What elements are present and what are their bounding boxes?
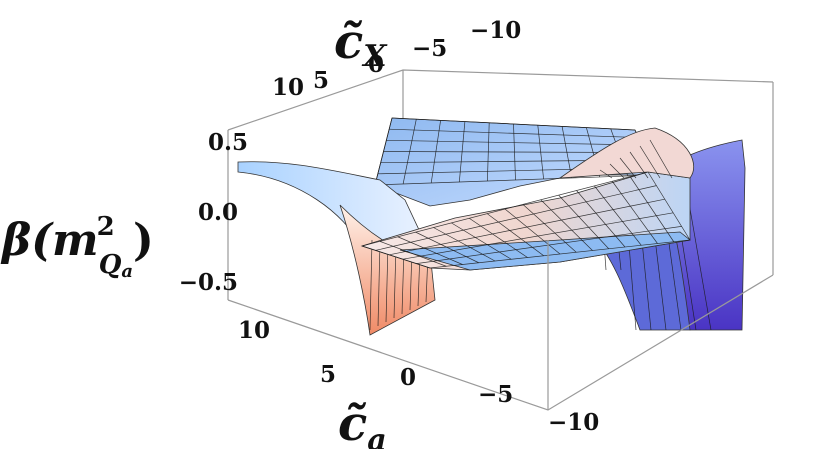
z-axis-label-func: β(m <box>0 215 99 266</box>
surface-gridline <box>415 231 479 264</box>
surface-gridline <box>504 208 561 255</box>
x-axis-label: c̃a <box>338 396 387 454</box>
box-back-top-edge <box>227 69 774 131</box>
bounding-box-front <box>227 240 774 411</box>
z-axis-label-subsub: a <box>121 261 133 282</box>
surface-gridline <box>639 145 661 179</box>
y-axis-label: c̃X <box>334 14 388 74</box>
surface-gridline <box>416 226 682 264</box>
z-axis-label-close: ) <box>133 215 154 266</box>
surface-gridline <box>486 213 544 257</box>
y-tick-label: 10 <box>272 74 304 101</box>
surface-mesh <box>237 117 746 336</box>
y-tick-label: −10 <box>470 17 521 44</box>
z-tick-label: −0.5 <box>179 269 238 296</box>
x-axis-label-main: c̃ <box>338 396 367 449</box>
surface-gridline <box>369 239 373 331</box>
x-tick-label: −10 <box>548 409 599 436</box>
x-tick-label: 5 <box>320 361 336 388</box>
surface-center-rise <box>558 127 695 179</box>
z-tick-label: 0.0 <box>198 199 238 226</box>
surface-gridline <box>451 222 512 260</box>
surface-gridline <box>374 174 657 186</box>
surface-gridline <box>599 169 613 179</box>
surface-gridline <box>629 151 649 179</box>
surface-gridline <box>379 241 447 267</box>
x-tick-label: 0 <box>400 364 416 391</box>
x-tick-label: 10 <box>238 317 270 344</box>
y-axis-label-main: c̃ <box>334 14 363 70</box>
surface-gridline <box>389 198 665 256</box>
x-axis-label-sub: a <box>367 423 386 449</box>
surface-gridline <box>429 239 691 269</box>
z-tick-label: 0.5 <box>208 129 248 156</box>
surface-gridline <box>361 245 431 269</box>
svg-text:c̃X: c̃X <box>334 14 388 74</box>
y-tick-label: 5 <box>313 67 329 94</box>
tick-labels: 10 5 0 −5 −10 10 5 0 −5 −10 0.5 0.0 −0.5 <box>179 17 600 436</box>
surface-gridline <box>469 217 528 258</box>
surface-gridline <box>619 157 637 179</box>
surface-gridline <box>433 227 496 262</box>
surface-gridline <box>391 117 636 131</box>
surface-gridline <box>402 212 674 260</box>
surface-gridline <box>397 236 463 265</box>
surface-gridline <box>576 190 626 248</box>
surface-gridline <box>540 199 593 251</box>
surface-gridline <box>375 185 657 251</box>
y-tick-label: −5 <box>412 35 447 62</box>
bounding-box-back <box>227 69 774 300</box>
y-axis-label-sub: X <box>361 39 388 74</box>
z-axis-label-sup: 2 <box>97 212 115 242</box>
z-axis-label: β(m2 Qa) <box>0 212 154 282</box>
surface-gridline <box>389 128 639 138</box>
surface-gridline <box>377 241 381 327</box>
surface-gridline <box>558 194 610 249</box>
surface-gridline <box>649 139 673 179</box>
surface-gridline <box>629 176 675 242</box>
surface-gridline <box>361 171 649 247</box>
surface-gridline <box>522 204 577 253</box>
y-tick-label: 0 <box>368 51 384 78</box>
svg-text:c̃a: c̃a <box>338 396 387 449</box>
surface-gridline <box>393 245 397 319</box>
surface-gridline <box>385 243 389 323</box>
z-axis-label-sub: Q <box>99 250 122 280</box>
surface-gridline <box>386 139 643 146</box>
surface-gridline <box>594 185 642 246</box>
surface-gridline <box>611 181 658 244</box>
x-tick-label: −5 <box>478 381 513 408</box>
surface-gridline <box>609 163 625 179</box>
surface-gridline <box>647 171 691 241</box>
